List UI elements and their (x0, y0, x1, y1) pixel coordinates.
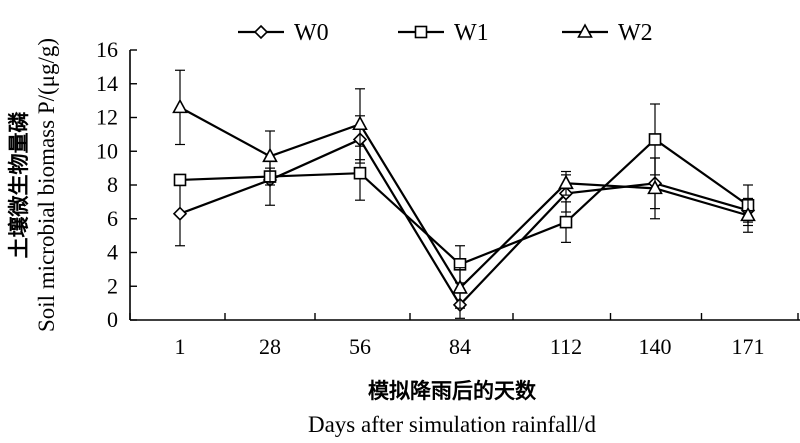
data-point (558, 174, 574, 190)
y-tick-label: 8 (107, 172, 118, 197)
data-point (647, 179, 663, 195)
x-tick-label: 84 (449, 334, 471, 359)
y-tick-label: 16 (96, 37, 118, 62)
legend-label: W2 (618, 20, 653, 46)
data-point (173, 173, 187, 187)
y-tick-label: 10 (96, 138, 118, 163)
data-point (452, 279, 468, 294)
legend-item-w0: W0 (238, 20, 329, 46)
legend: W0 W1 W2 (238, 20, 653, 46)
legend-item-w1: W1 (398, 20, 489, 46)
y-ticks: 0 2 4 6 8 10 12 14 16 (96, 37, 137, 332)
data-point (172, 206, 188, 221)
data-point (740, 206, 756, 222)
data-point (262, 147, 278, 163)
x-tick-label: 56 (349, 334, 371, 359)
data-point (559, 215, 573, 229)
legend-marker (414, 25, 428, 39)
plot-area (172, 69, 756, 319)
legend-label: W0 (294, 20, 329, 46)
data-point (352, 115, 368, 131)
x-tick-label: 171 (732, 334, 765, 359)
data-point (648, 133, 662, 146)
y-tick-label: 0 (107, 307, 118, 332)
legend-label: W1 (454, 20, 489, 46)
x-tick-label: 112 (550, 334, 582, 359)
legend-marker (577, 23, 593, 38)
data-point (172, 98, 188, 114)
x-tick-label: 1 (175, 334, 186, 359)
y-tick-label: 6 (107, 206, 118, 231)
x-axis-label: Days after simulation rainfall/d (308, 412, 597, 437)
x-tick-label: 140 (639, 334, 672, 359)
x-axis-label-cn: 模拟降雨后的天数 (368, 379, 537, 403)
series-w2 (172, 69, 756, 309)
series-w1 (173, 103, 755, 284)
y-tick-label: 14 (96, 71, 118, 96)
x-tick-label: 28 (259, 334, 281, 359)
y-tick-label: 12 (96, 105, 118, 130)
y-axis-label: Soil microbial biomass P/(μg/g) (34, 38, 59, 332)
legend-marker (253, 24, 269, 40)
x-ticks: 1 28 56 84 112 140 171 (129, 313, 799, 359)
y-axis-label-cn: 土壤微生物量磷 (7, 112, 31, 259)
y-tick-label: 4 (107, 240, 118, 265)
y-tick-label: 2 (107, 273, 118, 298)
data-point (353, 166, 367, 180)
legend-item-w2: W2 (562, 20, 653, 46)
series-line (179, 138, 749, 307)
